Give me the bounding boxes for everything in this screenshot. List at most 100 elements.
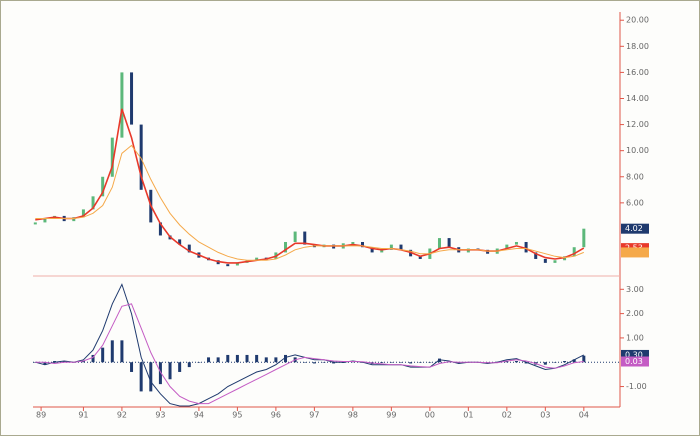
price-bar (130, 72, 134, 125)
price-bar (178, 239, 182, 245)
histogram-bar (514, 361, 518, 363)
price-bar (543, 258, 547, 263)
histogram-bar (216, 357, 220, 363)
histogram-bar (582, 355, 586, 363)
price-bar (91, 196, 95, 210)
x-tick-label: 99 (386, 411, 396, 420)
histogram-bar (505, 361, 509, 363)
price-bar (524, 241, 528, 253)
price-bar (505, 244, 509, 249)
histogram-bar (409, 362, 413, 364)
histogram-bar (264, 357, 268, 363)
histogram-bar (43, 362, 47, 365)
histogram-bar (245, 354, 249, 363)
price-bar (158, 222, 162, 236)
x-tick-label: 91 (78, 411, 88, 420)
price-bar (534, 252, 538, 259)
histogram-bar (524, 362, 528, 364)
y-tick-label: 20.00 (626, 16, 649, 25)
price-bar (120, 72, 124, 138)
last-value-badge (621, 356, 649, 367)
price-bar (81, 209, 85, 218)
histogram-bar (139, 362, 143, 392)
x-tick-label: 97 (309, 411, 319, 420)
y-tick-label: 6.00 (626, 198, 644, 207)
histogram-bar (149, 362, 153, 392)
line-series (35, 303, 584, 405)
line-series (35, 144, 584, 261)
x-tick-label: 95 (232, 411, 242, 420)
histogram-bar (312, 362, 316, 364)
histogram-bar (255, 354, 259, 363)
histogram-bar (110, 340, 114, 363)
price-bar (187, 244, 191, 253)
histogram-bar (543, 362, 547, 365)
price-bar (437, 238, 441, 249)
price-bar (43, 218, 47, 223)
histogram-bar (62, 361, 66, 363)
x-tick-label: 00 (425, 411, 435, 420)
histogram-bar (303, 362, 307, 363)
price-bar (447, 238, 451, 248)
y-tick-label: 2.00 (626, 309, 644, 318)
last-value-badge (621, 223, 649, 234)
y-tick-label: 1.00 (626, 333, 644, 342)
histogram-bar (563, 361, 567, 363)
price-bar (303, 231, 307, 245)
x-tick-label: 89 (36, 411, 46, 420)
histogram-bar (389, 362, 393, 363)
histogram-bar (226, 354, 230, 363)
histogram-bar (553, 362, 557, 363)
histogram-bar (572, 359, 576, 363)
histogram-bar (178, 362, 182, 372)
x-tick-label: 04 (579, 411, 589, 420)
price-bar (110, 137, 114, 177)
y-tick-label: 16.00 (626, 68, 649, 77)
histogram-bar (168, 362, 172, 380)
x-tick-label: 96 (271, 411, 281, 420)
price-bar (418, 256, 422, 259)
price-bar (380, 249, 384, 253)
price-bar (284, 241, 288, 253)
price-bar (553, 260, 557, 263)
price-bar (351, 241, 355, 244)
x-tick-label: 92 (117, 411, 127, 420)
histogram-bar (81, 361, 85, 363)
price-bar (255, 257, 259, 261)
y-tick-label: 18.00 (626, 42, 649, 51)
histogram-bar (120, 340, 124, 363)
histogram-bar (187, 362, 191, 368)
price-bar (139, 124, 143, 190)
price-bar (101, 176, 105, 197)
x-tick-label: 94 (194, 411, 204, 420)
histogram-bar (399, 362, 403, 363)
histogram-bar (53, 361, 57, 363)
histogram-bar (101, 347, 105, 363)
last-value-label: 4.02 (625, 224, 643, 233)
histogram-bar (235, 354, 239, 363)
histogram-bar (274, 357, 278, 363)
histogram-bar (332, 362, 336, 364)
last-value-badge (621, 247, 649, 258)
last-value-label: 0.03 (625, 357, 643, 366)
price-bar (572, 247, 576, 257)
price-bar (582, 228, 586, 248)
price-bar (389, 244, 393, 250)
price-bar (226, 264, 230, 267)
y-tick-label: 10.00 (626, 146, 649, 155)
price-bar (399, 244, 403, 250)
y-tick-label: 8.00 (626, 172, 644, 181)
price-bar (370, 247, 374, 253)
histogram-bar (91, 354, 95, 363)
x-tick-label: 93 (155, 411, 165, 420)
histogram-bar (207, 357, 211, 363)
x-tick-label: 03 (540, 411, 550, 420)
last-value-badge (621, 349, 649, 360)
last-value-label: 0.30 (625, 350, 643, 359)
x-tick-label: 98 (348, 411, 358, 420)
price-bar (293, 231, 297, 242)
histogram-bar (284, 354, 288, 363)
